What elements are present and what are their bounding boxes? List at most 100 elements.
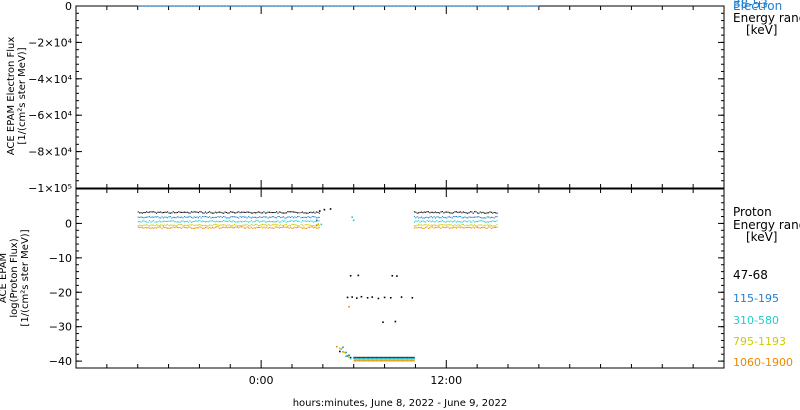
point-1060-1900 — [218, 227, 221, 229]
point-38-53 — [150, 5, 152, 7]
point-38-53 — [493, 5, 495, 7]
point-47-68 — [297, 212, 299, 214]
low-point-310-580 — [370, 358, 372, 360]
point-115-195 — [315, 217, 317, 219]
point-115-195 — [416, 216, 418, 218]
point-38-53 — [483, 5, 485, 7]
low-point-310-580 — [383, 358, 385, 360]
point-115-195 — [425, 216, 427, 219]
point-38-53 — [399, 5, 401, 7]
low-point-47-68 — [360, 356, 362, 359]
point-115-195 — [488, 216, 490, 218]
point-38-53 — [312, 5, 314, 7]
point-310-580 — [147, 221, 149, 223]
point-38-53 — [197, 5, 200, 7]
point-795-1193 — [280, 224, 282, 226]
point-795-1193 — [303, 225, 305, 227]
point-115-195 — [223, 215, 225, 218]
low-point-47-68 — [373, 356, 375, 359]
point-38-53 — [535, 5, 537, 7]
point-310-580 — [239, 220, 241, 222]
point-310-580 — [317, 220, 319, 222]
point-38-53 — [148, 5, 151, 7]
point-38-53 — [333, 5, 335, 7]
point-795-1193 — [253, 224, 255, 226]
point-47-68 — [223, 212, 225, 214]
point-1060-1900 — [300, 226, 302, 228]
scatter-795-1193 — [317, 223, 350, 359]
point-115-195 — [267, 217, 269, 219]
point-795-1193 — [474, 224, 476, 226]
point-47-68 — [239, 212, 241, 214]
point-115-195 — [314, 216, 316, 218]
point-310-580 — [155, 221, 158, 223]
point-795-1193 — [154, 225, 156, 227]
point-795-1193 — [454, 224, 456, 226]
scatter-point-115-195 — [345, 351, 347, 354]
point-38-53 — [427, 5, 429, 7]
low-point-1060-1900 — [374, 360, 376, 362]
point-47-68 — [197, 212, 200, 214]
low-point-795-1193 — [382, 359, 384, 361]
proton-ylabel-line-3: [1/(cm²s ster MeV)] — [20, 229, 31, 326]
point-47-68 — [483, 212, 485, 214]
point-47-68 — [216, 212, 218, 214]
point-38-53 — [515, 5, 517, 7]
point-795-1193 — [158, 225, 160, 227]
point-38-53 — [400, 5, 403, 7]
point-795-1193 — [231, 224, 233, 226]
point-1060-1900 — [492, 227, 494, 229]
point-38-53 — [169, 5, 172, 7]
low-point-115-195 — [397, 357, 400, 359]
point-38-53 — [476, 5, 478, 7]
low-point-1060-1900 — [355, 360, 357, 362]
point-115-195 — [195, 216, 197, 219]
scatter-115-195 — [315, 219, 355, 359]
point-795-1193 — [140, 224, 142, 226]
point-1060-1900 — [214, 226, 216, 228]
point-115-195 — [292, 217, 294, 219]
point-38-53 — [375, 5, 377, 7]
point-310-580 — [263, 220, 265, 222]
point-115-195 — [457, 216, 459, 218]
point-115-195 — [218, 216, 221, 218]
proton-ylabel-line-2: log(Proton Flux) — [9, 238, 20, 317]
low-point-115-195 — [404, 357, 406, 359]
point-115-195 — [485, 217, 487, 219]
low-point-47-68 — [377, 356, 379, 359]
low-point-795-1193 — [358, 359, 361, 361]
point-795-1193 — [263, 224, 265, 226]
point-115-195 — [232, 216, 234, 218]
low-point-47-68 — [369, 356, 371, 359]
point-115-195 — [311, 215, 313, 218]
point-47-68 — [488, 212, 490, 214]
low-point-310-580 — [388, 358, 391, 360]
point-795-1193 — [243, 224, 245, 226]
point-38-53 — [162, 5, 165, 7]
point-38-53 — [220, 5, 222, 7]
point-310-580 — [218, 220, 221, 223]
point-310-580 — [420, 220, 422, 222]
point-1060-1900 — [310, 226, 312, 228]
point-47-68 — [419, 211, 421, 213]
point-115-195 — [458, 215, 460, 218]
point-1060-1900 — [146, 227, 148, 229]
point-1060-1900 — [458, 226, 460, 228]
point-38-53 — [384, 5, 386, 7]
point-38-53 — [206, 5, 208, 7]
low-point-47-68 — [379, 356, 381, 359]
point-115-195 — [479, 216, 481, 218]
point-310-580 — [482, 220, 484, 222]
point-38-53 — [307, 5, 309, 7]
point-795-1193 — [252, 224, 254, 226]
point-38-53 — [407, 5, 410, 7]
low-point-795-1193 — [413, 359, 415, 361]
point-47-68 — [433, 212, 435, 214]
point-47-68 — [301, 211, 303, 213]
point-38-53 — [305, 5, 307, 7]
point-1060-1900 — [144, 226, 146, 229]
low-point-47-68 — [395, 356, 397, 359]
point-795-1193 — [236, 225, 238, 227]
point-310-580 — [450, 220, 452, 222]
electron-legend-unit: [keV] — [746, 23, 777, 37]
